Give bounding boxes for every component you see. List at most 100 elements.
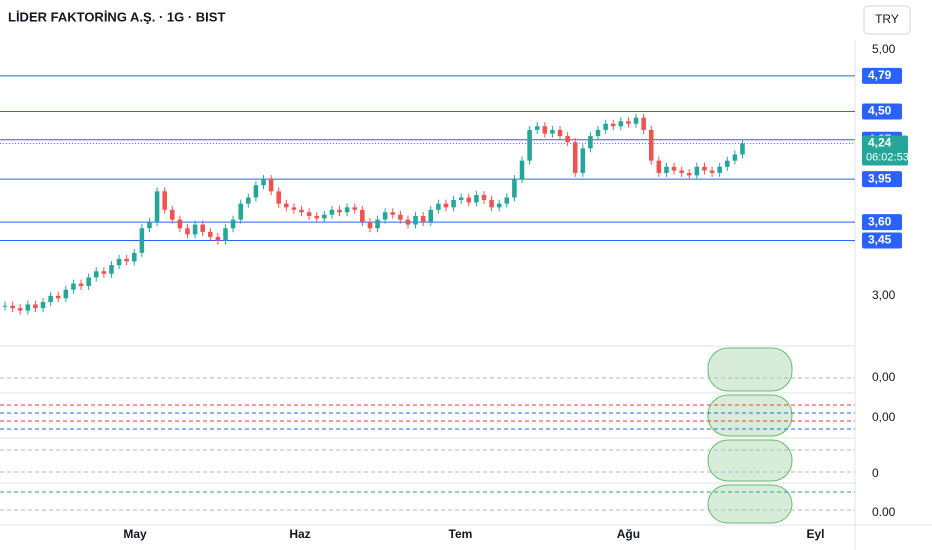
candle xyxy=(740,143,745,155)
candle xyxy=(656,160,662,173)
candle xyxy=(200,224,205,232)
candle xyxy=(489,199,494,208)
candle xyxy=(512,179,517,198)
candle xyxy=(17,308,23,311)
candle xyxy=(405,219,411,225)
candle xyxy=(626,121,631,124)
indicator-label: 0,00 xyxy=(872,410,896,424)
candle xyxy=(595,129,601,137)
candle xyxy=(352,207,358,210)
candle xyxy=(246,197,251,204)
candle xyxy=(702,166,707,171)
candle xyxy=(633,117,639,124)
candle xyxy=(25,304,31,311)
candle xyxy=(238,203,243,220)
candle xyxy=(398,214,403,220)
candle xyxy=(185,228,190,235)
candle xyxy=(458,197,464,200)
indicator-label: 0,00 xyxy=(872,370,896,384)
y-tick-label: 3,00 xyxy=(872,288,896,302)
level-tag: 4,79 xyxy=(862,67,902,84)
level-tag: 3,60 xyxy=(862,214,902,231)
candle xyxy=(215,236,221,241)
candle xyxy=(671,166,677,171)
level-tag-box xyxy=(862,171,902,188)
candle xyxy=(641,117,646,130)
candle xyxy=(648,129,654,161)
candle xyxy=(268,179,274,192)
candle xyxy=(542,126,548,134)
candle xyxy=(724,160,730,167)
candle xyxy=(717,166,722,173)
candle xyxy=(63,289,69,299)
candle xyxy=(367,222,373,229)
y-tick-label: 5,00 xyxy=(872,42,896,56)
candle xyxy=(261,179,266,186)
candle xyxy=(382,212,388,220)
level-tag-box xyxy=(862,214,902,231)
level-tag-label: 3,60 xyxy=(868,214,892,228)
candle xyxy=(565,136,570,143)
candle xyxy=(360,209,365,223)
level-tag: 3,95 xyxy=(862,171,902,188)
candle xyxy=(694,166,700,176)
currency-label[interactable]: TRY xyxy=(875,12,899,26)
candle xyxy=(139,228,145,253)
candle xyxy=(496,203,502,208)
candle xyxy=(276,191,281,204)
level-tag-label: 3,95 xyxy=(868,171,892,185)
candle xyxy=(116,258,122,266)
candle xyxy=(314,215,320,219)
level-tag: 4,50 xyxy=(862,103,902,120)
candle xyxy=(124,258,129,262)
level-tag-label: 4,79 xyxy=(868,68,892,82)
candle xyxy=(420,215,426,223)
candle xyxy=(93,271,99,278)
currency-button[interactable] xyxy=(863,5,911,35)
candle xyxy=(2,305,8,307)
candle xyxy=(610,123,616,127)
candle xyxy=(230,219,236,229)
level-tag: 3,45 xyxy=(862,232,902,249)
candle xyxy=(48,295,53,302)
indicator-guides xyxy=(0,377,855,511)
candle xyxy=(527,129,532,161)
candle xyxy=(284,203,289,208)
candle xyxy=(78,283,84,287)
highlight-region xyxy=(707,347,793,524)
candle xyxy=(147,222,152,229)
level-tag-box xyxy=(862,232,902,249)
candle xyxy=(390,212,396,215)
candle xyxy=(344,207,350,213)
candle xyxy=(603,123,608,130)
candle xyxy=(436,203,441,210)
candle xyxy=(375,219,380,229)
candle xyxy=(679,170,684,173)
candle xyxy=(451,199,456,208)
x-tick-label: Eyl xyxy=(806,527,824,541)
candle xyxy=(109,265,114,274)
candle xyxy=(162,191,167,210)
candle xyxy=(322,214,327,219)
level-tag-box xyxy=(862,67,902,84)
x-tick-label: Haz xyxy=(289,527,310,541)
candle xyxy=(169,209,175,220)
last-price-box xyxy=(862,135,908,166)
candle xyxy=(86,277,91,287)
candle xyxy=(253,185,259,198)
indicator-label: 0.00 xyxy=(872,505,896,519)
candle xyxy=(428,209,434,223)
candle xyxy=(413,215,418,225)
candle xyxy=(131,252,137,262)
candle xyxy=(306,212,312,216)
candle xyxy=(550,129,555,134)
candle xyxy=(519,160,525,180)
candle xyxy=(732,154,738,161)
candle xyxy=(177,219,183,229)
candle xyxy=(299,209,304,213)
candle xyxy=(588,136,593,149)
candle xyxy=(337,209,342,213)
candle xyxy=(71,283,76,290)
last-price-label: 4,24 xyxy=(868,136,892,150)
